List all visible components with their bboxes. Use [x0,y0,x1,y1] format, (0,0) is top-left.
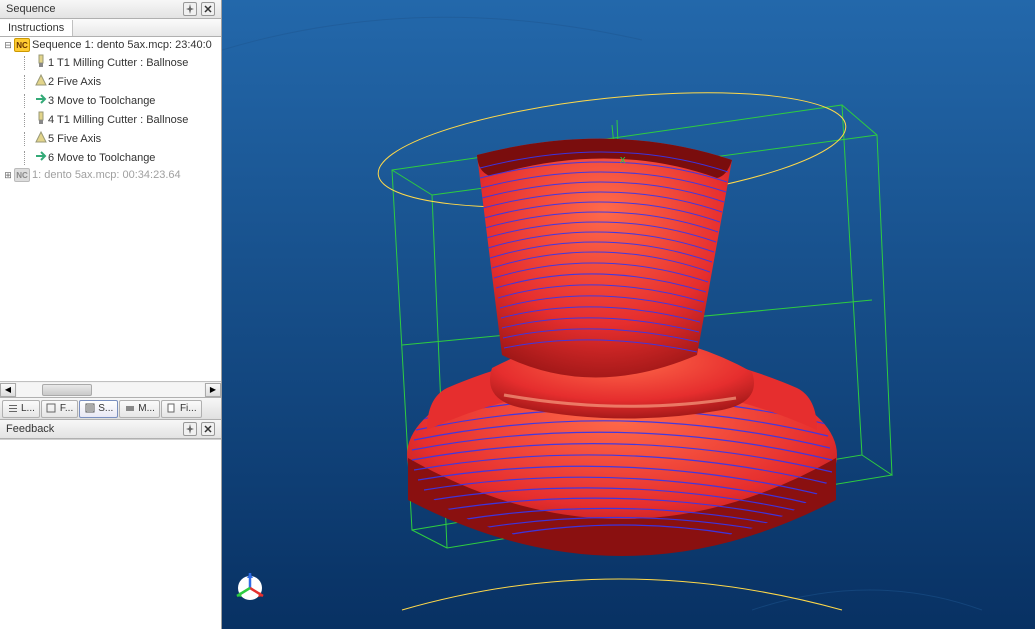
tab-sequence[interactable]: S... [79,400,118,418]
file-icon [166,403,178,415]
tab-m-label: M... [138,403,155,414]
axis-icon [34,73,48,90]
feedback-header-controls [183,422,215,436]
tab-machine[interactable]: M... [119,400,160,418]
feature-icon [46,403,58,415]
origin-marker: x [620,154,626,166]
expand-icon[interactable]: ⊞ [2,170,14,181]
tool-icon [34,54,48,71]
feedback-panel-header: Feedback [0,420,221,439]
axis-icon [34,130,48,147]
step-label: 1 T1 Milling Cutter : Ballnose [48,57,188,69]
viewport-3d[interactable]: x [222,0,1035,629]
tab-list[interactable]: L... [2,400,40,418]
upper-blade [477,139,732,378]
tab-instructions[interactable]: Instructions [0,20,73,36]
scroll-track[interactable] [17,383,204,397]
tab-l-label: L... [21,403,35,414]
scroll-right-icon[interactable]: ▶ [205,383,221,397]
tab-feature[interactable]: F... [41,400,78,418]
nc-sequence-icon: NC [14,38,30,52]
left-panel: Sequence Instructions ⊟ NC Sequence 1: d… [0,0,222,629]
tab-file[interactable]: Fi... [161,400,202,418]
pin-icon[interactable] [183,422,197,436]
close-icon[interactable] [201,422,215,436]
tool-icon [34,111,48,128]
step-3[interactable]: 3 Move to Toolchange [0,91,221,110]
close-icon[interactable] [201,2,215,16]
step-1[interactable]: 1 T1 Milling Cutter : Ballnose [0,53,221,72]
step-label: 2 Five Axis [48,76,101,88]
pin-icon[interactable] [183,2,197,16]
step-label: 4 T1 Milling Cutter : Ballnose [48,114,188,126]
scroll-left-icon[interactable]: ◀ [0,383,16,397]
move-icon [34,149,48,166]
step-label: 3 Move to Toolchange [48,95,155,107]
tree-tabs: Instructions [0,19,221,37]
sequence-header-controls [183,2,215,16]
machine-icon [124,403,136,415]
tab-fi-label: Fi... [180,403,197,414]
tab-f-label: F... [60,403,73,414]
feedback-panel: Feedback [0,419,221,629]
nc-sequence-icon-dim: NC [14,168,30,182]
step-label: 5 Five Axis [48,133,101,145]
step-2[interactable]: 2 Five Axis [0,72,221,91]
sequence-icon [84,403,96,415]
dim-sequence-node[interactable]: ⊞ NC 1: dento 5ax.mcp: 00:34:23.64 [0,167,221,183]
bottom-tabs: L... F... S... M... Fi... [0,397,221,419]
step-label: 6 Move to Toolchange [48,152,155,164]
tree-area[interactable]: ⊟ NC Sequence 1: dento 5ax.mcp: 23:40:0 … [0,37,221,381]
step-6[interactable]: 6 Move to Toolchange [0,148,221,167]
horizontal-scrollbar[interactable]: ◀ ▶ [0,381,221,397]
scroll-thumb[interactable] [42,384,92,396]
feedback-body[interactable] [0,439,221,629]
list-icon [7,403,19,415]
move-icon [34,92,48,109]
step-5[interactable]: 5 Five Axis [0,129,221,148]
tab-s-label: S... [98,403,113,414]
sequence-root-node[interactable]: ⊟ NC Sequence 1: dento 5ax.mcp: 23:40:0 [0,37,221,53]
step-4[interactable]: 4 T1 Milling Cutter : Ballnose [0,110,221,129]
expand-icon[interactable]: ⊟ [2,40,14,51]
dim-sequence-label: 1: dento 5ax.mcp: 00:34:23.64 [32,169,181,181]
sequence-root-label: Sequence 1: dento 5ax.mcp: 23:40:0 [32,39,212,51]
feedback-panel-title: Feedback [6,423,54,435]
viewport-svg: x [222,0,1035,629]
sequence-panel-header: Sequence [0,0,221,19]
sequence-panel-title: Sequence [6,3,56,15]
